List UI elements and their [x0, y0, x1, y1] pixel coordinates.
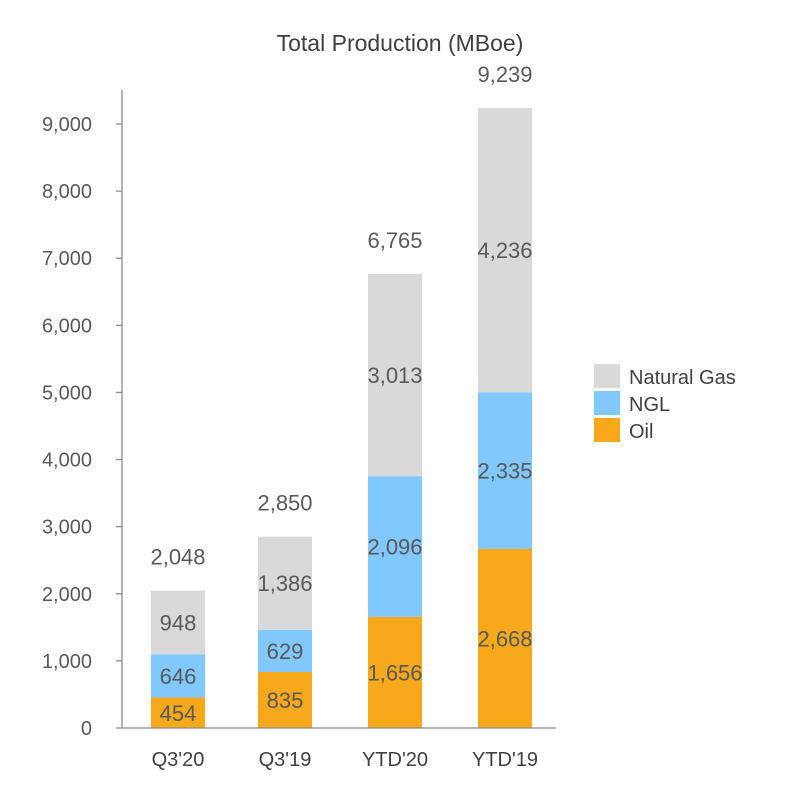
bar-stacks: 454 646 948 2,048 835 629 1,386 2,850 1,656 2,096…: [150, 62, 533, 728]
y-tick-label: 9,000: [42, 114, 92, 136]
legend-label-natural-gas: Natural Gas: [629, 367, 736, 389]
data-label-oil-ytd-19: 2,668: [477, 626, 532, 651]
legend-label-ngl: NGL: [629, 394, 670, 416]
y-tick-label: 8,000: [42, 181, 92, 203]
bar-segment-oil-q3-20: [151, 697, 205, 728]
data-label-ngl-ytd-20: 2,096: [367, 535, 422, 560]
bar-segment-ngl-ytd-19: [478, 392, 532, 549]
data-label-oil-ytd-20: 1,656: [367, 660, 422, 685]
bar-segment-ngl-q3-20: [151, 654, 205, 698]
bar-segment-natural-gas-ytd-19: [478, 107, 532, 393]
bar-segment-oil-q3-19: [258, 671, 312, 728]
bar-segment-ngl-ytd-20: [368, 476, 422, 617]
x-axis-labels: Q3'20 Q3'19 YTD'20 YTD'19: [152, 749, 538, 771]
y-tick-label: 2,000: [42, 584, 92, 606]
y-axis-ticks: 0 1,000 2,000 3,000 4,000 5,000 6,000 7,000 8,00…: [42, 114, 122, 740]
legend-label-oil: Oil: [629, 421, 653, 443]
x-tick-label-q3-20: Q3'20: [152, 749, 205, 771]
data-label-ngl-q3-20: 646: [160, 664, 197, 689]
x-tick-label-q3-19: Q3'19: [259, 749, 312, 771]
bar-segment-natural-gas-q3-20: [151, 590, 205, 655]
data-label-ngl-q3-19: 629: [267, 639, 304, 664]
legend-swatch-ngl: [594, 391, 620, 415]
y-tick-label: 5,000: [42, 382, 92, 404]
total-label-q3-20: 2,048: [150, 545, 205, 570]
data-label-oil-q3-19: 835: [267, 688, 304, 713]
data-label-ngl-ytd-19: 2,335: [477, 459, 532, 484]
x-tick-label-ytd-20: YTD'20: [362, 749, 428, 771]
y-tick-label: 0: [81, 718, 92, 740]
legend-swatch-oil: [594, 418, 620, 442]
chart-title: Total Production (MBoe): [277, 30, 524, 56]
y-tick-label: 7,000: [42, 248, 92, 270]
bar-segment-oil-ytd-20: [368, 616, 422, 728]
bar-segment-natural-gas-ytd-20: [368, 273, 422, 477]
data-label-natural-gas-q3-20: 948: [160, 610, 197, 635]
total-label-q3-19: 2,850: [257, 491, 312, 516]
legend: Natural Gas NGL Oil: [594, 364, 736, 443]
axes: [121, 90, 556, 729]
y-tick-label: 1,000: [42, 651, 92, 673]
data-label-oil-q3-20: 454: [160, 701, 197, 726]
bar-segment-oil-ytd-19: [478, 548, 532, 728]
total-label-ytd-20: 6,765: [367, 228, 422, 253]
x-tick-label-ytd-19: YTD'19: [472, 749, 538, 771]
y-tick-label: 6,000: [42, 315, 92, 337]
data-label-natural-gas-q3-19: 1,386: [257, 571, 312, 596]
legend-swatch-natural-gas: [594, 364, 620, 388]
data-label-natural-gas-ytd-20: 3,013: [367, 363, 422, 388]
y-tick-label: 4,000: [42, 450, 92, 472]
bar-segment-ngl-q3-19: [258, 629, 312, 672]
bar-segment-natural-gas-q3-19: [258, 536, 312, 630]
data-label-natural-gas-ytd-19: 4,236: [477, 238, 532, 263]
total-label-ytd-19: 9,239: [477, 62, 532, 87]
y-tick-label: 3,000: [42, 517, 92, 539]
